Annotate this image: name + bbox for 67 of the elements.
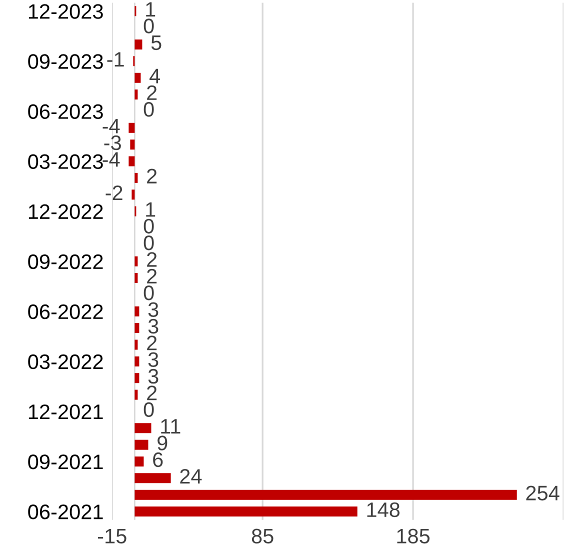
data-label: 3	[148, 302, 158, 317]
bar	[134, 256, 138, 266]
data-label: 2	[147, 85, 157, 100]
bar	[134, 490, 517, 500]
x-tick-label: 185	[397, 528, 430, 544]
data-label: 3	[148, 318, 158, 334]
bar	[134, 390, 138, 400]
data-label: -4	[102, 118, 120, 134]
data-label: 0	[144, 402, 154, 418]
data-label: 2	[147, 268, 157, 284]
y-tick-label: 06-2022	[28, 304, 103, 320]
bar	[134, 373, 140, 384]
data-label: 9	[158, 436, 168, 450]
bar	[134, 506, 358, 517]
data-label: 148	[367, 502, 400, 518]
data-label: 2	[147, 336, 157, 350]
data-label: 2	[147, 252, 157, 267]
data-label: -4	[102, 152, 120, 167]
bar	[128, 122, 135, 133]
data-label: 3	[148, 368, 158, 384]
bar	[134, 273, 138, 284]
bar	[134, 72, 141, 83]
data-label: 0	[144, 235, 154, 250]
data-label: 3	[148, 352, 158, 368]
bar	[134, 172, 138, 183]
bar	[128, 156, 135, 166]
y-tick-label: 12-2023	[28, 4, 103, 19]
y-tick-label: 09-2022	[28, 254, 103, 270]
data-label: 0	[144, 286, 154, 300]
data-label: 5	[151, 36, 162, 50]
bar	[134, 473, 171, 484]
bar	[134, 323, 140, 334]
data-label: 4	[150, 68, 160, 84]
data-label: 6	[153, 452, 163, 468]
data-label: 254	[526, 486, 560, 500]
y-tick-label: 06-2021	[28, 504, 103, 520]
bar	[134, 90, 138, 100]
bar	[134, 39, 142, 50]
bar	[134, 306, 140, 316]
data-label: 24	[180, 469, 202, 484]
data-label: 0	[144, 18, 154, 34]
bar	[134, 440, 148, 450]
bar	[134, 356, 140, 366]
x-tick-label: 85	[252, 528, 274, 544]
y-tick-label: 12-2021	[28, 404, 103, 420]
x-tick-label: -15	[98, 528, 126, 544]
data-label: 1	[146, 2, 156, 17]
y-tick-label: 03-2023	[28, 154, 103, 170]
y-tick-label: 09-2023	[28, 54, 103, 69]
data-label: 1	[146, 202, 156, 217]
data-label: 11	[161, 419, 180, 434]
data-label: 0	[144, 218, 154, 234]
y-tick-label: 12-2022	[28, 204, 103, 220]
bar	[134, 456, 144, 466]
data-label: -3	[104, 135, 121, 150]
y-tick-label: 06-2023	[28, 104, 103, 119]
data-label: 0	[144, 102, 154, 117]
bar	[130, 140, 135, 150]
data-label: -1	[107, 52, 124, 67]
data-label: -2	[106, 185, 122, 200]
data-label: 2	[147, 386, 157, 400]
data-label: 2	[147, 168, 157, 184]
bar	[132, 190, 135, 200]
y-tick-label: 03-2022	[28, 354, 103, 370]
bar	[134, 423, 152, 434]
bar	[134, 340, 138, 350]
y-tick-label: 09-2021	[28, 454, 103, 470]
